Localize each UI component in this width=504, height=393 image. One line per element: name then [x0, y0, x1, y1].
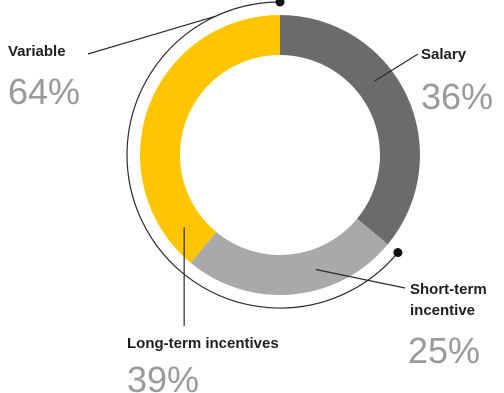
long-term-label: Long-term incentives — [127, 335, 279, 352]
donut-slices — [140, 15, 420, 295]
salary-leader-line — [374, 53, 419, 82]
short-term-label-line1: Short-term — [410, 281, 487, 298]
variable-group-bracket — [126, 1, 399, 309]
slice-salary — [280, 15, 420, 245]
variable-leader-line — [87, 15, 216, 55]
short-term-value: 25% — [408, 330, 480, 371]
short-term-leader-line — [315, 268, 406, 289]
annotations — [87, 0, 419, 326]
salary-label: Salary — [421, 46, 467, 63]
variable-group-label: Variable — [8, 43, 66, 60]
slice-short-term-incentive — [190, 218, 388, 295]
salary-value: 36% — [421, 76, 493, 117]
variable-group-value: 64% — [8, 71, 80, 112]
variable-bracket-end-dot — [275, 0, 285, 7]
short-term-label-line2: incentive — [410, 302, 475, 319]
variable-bracket-start-dot — [393, 248, 403, 258]
long-term-value: 39% — [127, 359, 199, 393]
slice-long-term-incentives — [140, 15, 280, 263]
